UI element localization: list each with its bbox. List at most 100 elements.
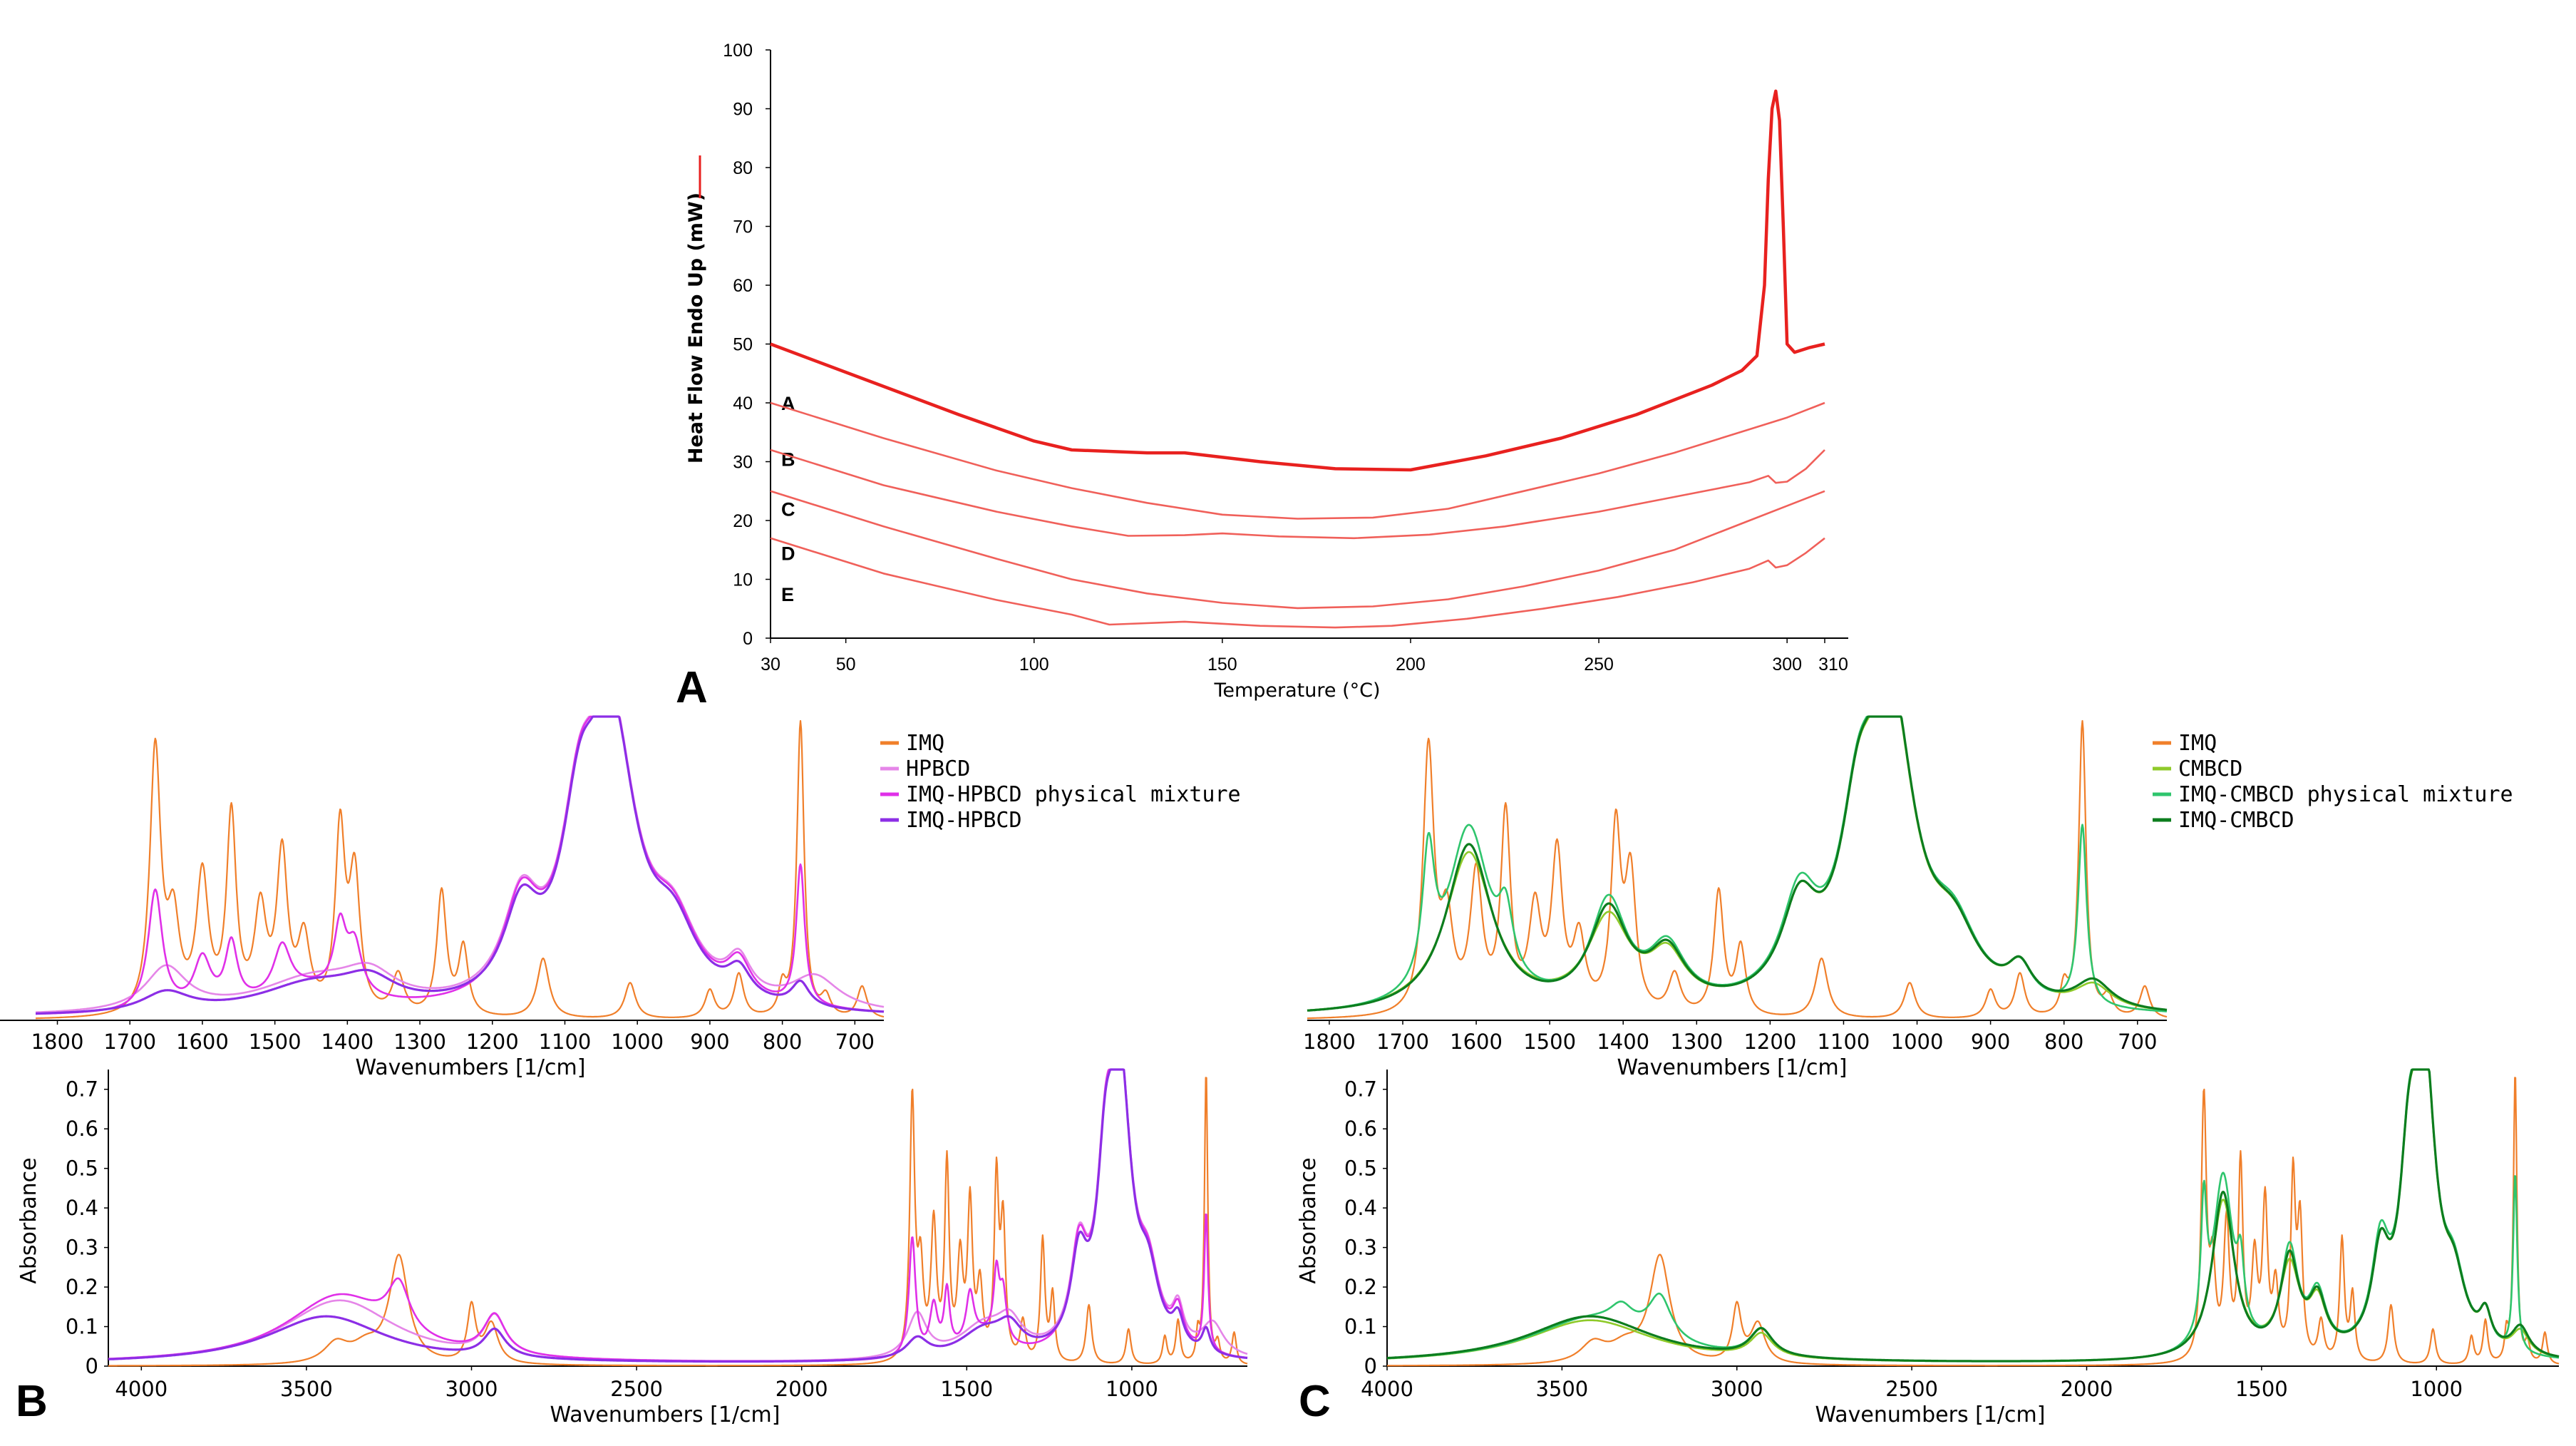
ftir-chart-hpbcd: Wavenumbers [1/cm] Wavenumbers [1/cm] Ab… xyxy=(0,715,1248,1427)
cmbcd-inset-tick-label: 900 xyxy=(1971,1030,2010,1054)
hpbcd-main-y-label: Absorbance xyxy=(16,1157,41,1283)
dsc-x-tick-label: 100 xyxy=(1019,655,1049,675)
hpbcd-inset-series-1 xyxy=(35,719,885,1020)
cmbcd-y-tick-label: 0.5 xyxy=(1344,1157,1377,1181)
dsc-x-tick-label: 30 xyxy=(761,655,780,675)
dsc-curve-label: C xyxy=(781,499,795,521)
hpbcd-inset-series-3 xyxy=(35,715,885,1015)
cmbcd-y-tick-label: 0 xyxy=(1364,1354,1377,1378)
cmbcd-inset-tick-label: 1300 xyxy=(1670,1030,1723,1054)
cmbcd-inset-tick-label: 1200 xyxy=(1743,1030,1796,1054)
cmbcd-legend-entry: CMBCD xyxy=(2178,757,2242,781)
cmbcd-inset-tick-label: 1700 xyxy=(1376,1030,1429,1054)
hpbcd-inset-tick-label: 700 xyxy=(835,1030,875,1054)
dsc-y-tick-label: 40 xyxy=(733,394,753,414)
hpbcd-inset-tick-label: 1500 xyxy=(249,1030,302,1054)
hpbcd-x-tick-label: 3000 xyxy=(445,1377,498,1401)
hpbcd-inset-tick-label: 1700 xyxy=(103,1030,156,1054)
cmbcd-x-tick-label: 2500 xyxy=(1885,1377,1938,1401)
hpbcd-x-tick-label: 4000 xyxy=(115,1377,168,1401)
dsc-curve-d xyxy=(770,490,1825,610)
cmbcd-x-tick-label: 4000 xyxy=(1361,1377,1413,1401)
hpbcd-y-tick-label: 0 xyxy=(86,1354,98,1378)
cmbcd-y-tick-label: 0.3 xyxy=(1344,1236,1377,1260)
hpbcd-inset-tick-label: 900 xyxy=(690,1030,729,1054)
hpbcd-inset-tick-label: 800 xyxy=(763,1030,802,1054)
cmbcd-x-tick-label: 2000 xyxy=(2061,1377,2113,1401)
cmbcd-x-tick-label: 3500 xyxy=(1535,1377,1588,1401)
hpbcd-legend-entry: IMQ xyxy=(906,731,944,756)
hpbcd-y-tick-label: 0.2 xyxy=(66,1275,98,1299)
dsc-curve-label: B xyxy=(781,448,795,470)
dsc-y-tick-label: 20 xyxy=(733,511,753,531)
cmbcd-series-2 xyxy=(1386,1068,2560,1363)
hpbcd-y-tick-label: 0.6 xyxy=(66,1117,98,1141)
panel-label-b: B xyxy=(16,1377,48,1426)
cmbcd-main-y-label: Absorbance xyxy=(1296,1157,1321,1283)
cmbcd-legend-entry: IMQ-CMBCD physical mixture xyxy=(2178,782,2513,807)
dsc-x-tick-label: 310 xyxy=(1818,655,1848,675)
dsc-x-axis-label: Temperature (°C) xyxy=(1213,680,1380,702)
cmbcd-main-x-label: Wavenumbers [1/cm] xyxy=(1815,1403,2046,1427)
hpbcd-series-1 xyxy=(108,1077,1248,1367)
cmbcd-inset-tick-label: 1100 xyxy=(1818,1030,1870,1054)
hpbcd-x-tick-label: 1000 xyxy=(1106,1377,1158,1401)
dsc-curve-a xyxy=(770,89,1825,472)
dsc-curve-b xyxy=(770,401,1825,520)
cmbcd-legend-entry: IMQ xyxy=(2178,731,2217,756)
hpbcd-inset-tick-label: 1000 xyxy=(611,1030,664,1054)
hpbcd-y-tick-label: 0.7 xyxy=(66,1077,98,1102)
cmbcd-y-tick-label: 0.1 xyxy=(1344,1315,1377,1339)
hpbcd-inset-x-label: Wavenumbers [1/cm] xyxy=(356,1055,586,1080)
cmbcd-x-tick-label: 1000 xyxy=(2410,1377,2463,1401)
hpbcd-x-tick-label: 2000 xyxy=(776,1377,828,1401)
hpbcd-legend-entry: IMQ-HPBCD physical mixture xyxy=(906,782,1241,807)
dsc-y-tick-label: 50 xyxy=(733,335,753,355)
dsc-y-tick-label: 10 xyxy=(733,570,753,590)
cmbcd-series-4 xyxy=(1386,1068,2560,1363)
hpbcd-inset-series-4 xyxy=(35,715,885,1015)
panel-label-a: A xyxy=(676,663,708,712)
cmbcd-inset-series-1 xyxy=(1307,719,2168,1020)
cmbcd-x-tick-label: 1500 xyxy=(2235,1377,2288,1401)
dsc-curve-e xyxy=(770,537,1825,629)
cmbcd-inset-tick-label: 800 xyxy=(2044,1030,2083,1054)
dsc-y-tick-label: 70 xyxy=(733,217,753,237)
dsc-chart: Heat Flow Endo Up (mW) Temperature (°C) … xyxy=(685,41,1848,702)
hpbcd-y-tick-label: 0.3 xyxy=(66,1236,98,1260)
cmbcd-inset-tick-label: 1500 xyxy=(1523,1030,1576,1054)
hpbcd-legend-entry: HPBCD xyxy=(906,757,970,781)
cmbcd-inset-tick-label: 1000 xyxy=(1891,1030,1944,1054)
hpbcd-legend-entry: IMQ-HPBCD xyxy=(906,808,1022,833)
hpbcd-series-2 xyxy=(108,1068,1248,1362)
hpbcd-x-tick-label: 2500 xyxy=(610,1377,663,1401)
cmbcd-inset-tick-label: 700 xyxy=(2118,1030,2157,1054)
hpbcd-inset-tick-label: 1300 xyxy=(393,1030,446,1054)
hpbcd-x-tick-label: 3500 xyxy=(280,1377,333,1401)
dsc-y-axis-label: Heat Flow Endo Up (mW) xyxy=(685,193,707,463)
dsc-curve-label: D xyxy=(781,543,795,564)
hpbcd-inset-series-2 xyxy=(35,715,885,1014)
cmbcd-inset-series-4 xyxy=(1307,715,2168,1012)
cmbcd-y-tick-label: 0.2 xyxy=(1344,1275,1377,1299)
hpbcd-inset-tick-label: 1400 xyxy=(321,1030,373,1054)
dsc-curve-c xyxy=(770,448,1825,540)
dsc-y-tick-label: 0 xyxy=(743,629,753,649)
dsc-y-tick-label: 80 xyxy=(733,158,753,178)
dsc-curve-label: E xyxy=(781,584,794,605)
hpbcd-inset-tick-label: 1100 xyxy=(539,1030,592,1054)
panel-label-c: C xyxy=(1299,1377,1331,1426)
cmbcd-y-tick-label: 0.4 xyxy=(1344,1196,1377,1220)
cmbcd-inset-tick-label: 1600 xyxy=(1450,1030,1503,1054)
dsc-y-tick-label: 100 xyxy=(723,41,753,61)
dsc-x-tick-label: 250 xyxy=(1584,655,1614,675)
hpbcd-inset-tick-label: 1800 xyxy=(31,1030,84,1054)
dsc-curve-label: A xyxy=(781,393,795,414)
cmbcd-y-tick-label: 0.7 xyxy=(1344,1077,1377,1102)
dsc-y-tick-label: 90 xyxy=(733,100,753,120)
dsc-x-tick-label: 150 xyxy=(1207,655,1237,675)
hpbcd-inset-tick-label: 1600 xyxy=(176,1030,229,1054)
ftir-chart-cmbcd: Wavenumbers [1/cm] Wavenumbers [1/cm] Ab… xyxy=(1296,715,2560,1427)
cmbcd-x-tick-label: 3000 xyxy=(1711,1377,1763,1401)
